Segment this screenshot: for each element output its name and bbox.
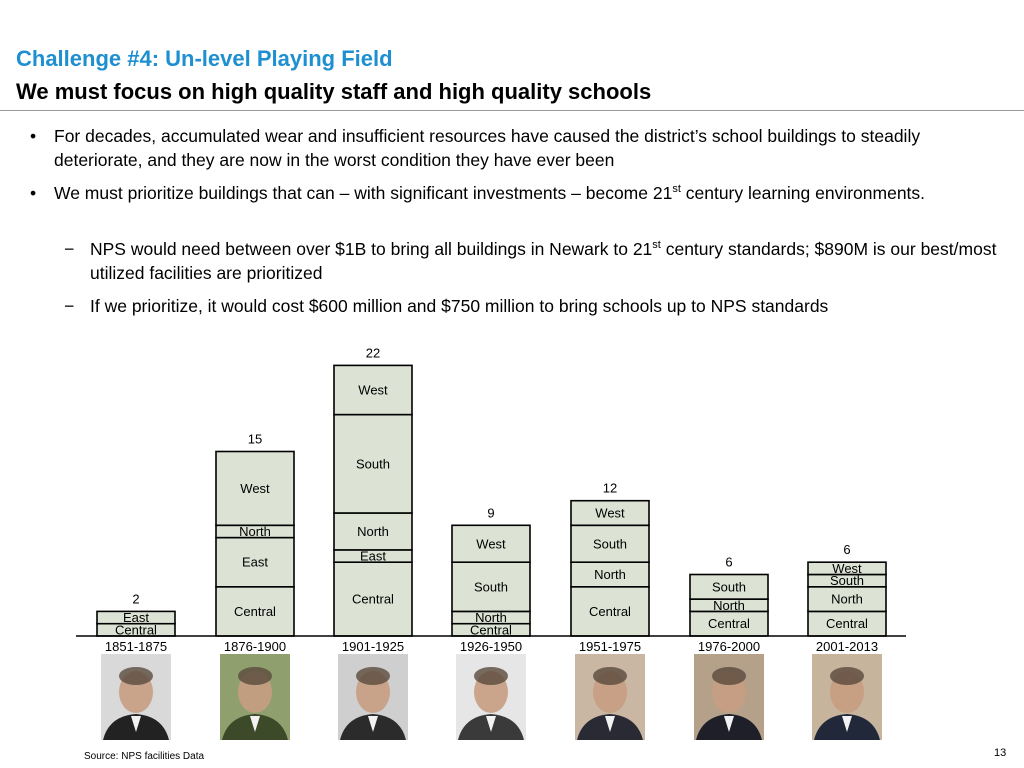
bush-portrait bbox=[812, 654, 882, 740]
segment-label: West bbox=[595, 506, 625, 521]
segment-label: South bbox=[830, 573, 864, 588]
portrait-icon bbox=[696, 667, 762, 740]
bullet-text: For decades, accumulated wear and insuff… bbox=[54, 126, 921, 170]
bullet-text-pre: We must prioritize buildings that can – … bbox=[54, 183, 673, 203]
x-tick-label: 1976-2000 bbox=[698, 639, 760, 654]
bar-segment-west-5 bbox=[570, 499, 650, 527]
portrait-icon bbox=[814, 667, 880, 740]
bar-segment-south-3 bbox=[333, 413, 413, 514]
lincoln-portrait bbox=[101, 654, 171, 740]
segment-label: North bbox=[594, 567, 626, 582]
source-note: Source: NPS facilities Data bbox=[84, 751, 205, 762]
segment-label: South bbox=[356, 456, 390, 471]
bar-segment-east-2 bbox=[215, 536, 295, 588]
bar-segment-north-5 bbox=[570, 561, 650, 588]
portrait-icon bbox=[577, 667, 643, 740]
sub-bullet-item-1: − NPS would need between over $1B to bri… bbox=[64, 237, 1000, 285]
segment-label: Central bbox=[115, 622, 157, 637]
bar-segment-south-5 bbox=[570, 524, 650, 563]
sub-bullet-text-pre: NPS would need between over $1B to bring… bbox=[90, 239, 653, 259]
bar-total-label: 6 bbox=[725, 555, 732, 570]
x-tick-label: 2001-2013 bbox=[816, 639, 878, 654]
bar-segment-east-1 bbox=[96, 610, 176, 625]
segment-label: North bbox=[713, 598, 745, 613]
sub-bullet-mark: − bbox=[64, 239, 75, 259]
segment-label: Central bbox=[470, 622, 512, 637]
segment-label: East bbox=[242, 555, 268, 570]
bar-segment-north-3 bbox=[333, 512, 413, 551]
segment-label: North bbox=[357, 524, 389, 539]
segment-label: East bbox=[360, 549, 386, 564]
sub-bullet-mark: − bbox=[64, 296, 75, 316]
bar-segment-south-6 bbox=[689, 573, 769, 600]
slide-subtitle: We must focus on high quality staff and … bbox=[16, 79, 652, 104]
segment-label: Central bbox=[708, 616, 750, 631]
portrait-icon bbox=[458, 667, 524, 740]
bullet-mark: • bbox=[30, 183, 37, 203]
bar-segment-central-5 bbox=[570, 585, 650, 637]
bar-total-label: 9 bbox=[487, 505, 494, 520]
reagan-portrait bbox=[694, 654, 764, 740]
bar-total-label: 12 bbox=[603, 481, 617, 496]
segment-label: Central bbox=[352, 592, 394, 607]
x-tick-label: 1926-1950 bbox=[460, 639, 522, 654]
x-tick-label: 1851-1875 bbox=[105, 639, 167, 654]
kennedy-portrait bbox=[575, 654, 645, 740]
segment-label: South bbox=[712, 579, 746, 594]
segment-label: South bbox=[474, 579, 508, 594]
segment-label: North bbox=[475, 610, 507, 625]
x-tick-label: 1951-1975 bbox=[579, 639, 641, 654]
title-divider bbox=[0, 110, 1024, 111]
slide-title: Challenge #4: Un-level Playing Field bbox=[16, 46, 393, 71]
bullet-text-sup: st bbox=[672, 183, 681, 196]
page-number: 13 bbox=[994, 747, 1007, 759]
segment-label: West bbox=[832, 561, 862, 576]
segment-label: North bbox=[239, 524, 271, 539]
x-tick-label: 1901-1925 bbox=[342, 639, 404, 654]
portrait-icon bbox=[103, 667, 169, 740]
segment-label: West bbox=[358, 383, 388, 398]
bar-segment-west-3 bbox=[333, 364, 413, 416]
roosevelt-portrait bbox=[338, 654, 408, 740]
segment-label: East bbox=[123, 610, 149, 625]
x-tick-label: 1876-1900 bbox=[224, 639, 286, 654]
bullet-item-2: • We must prioritize buildings that can … bbox=[30, 181, 1004, 205]
grant-portrait bbox=[220, 654, 290, 740]
segment-label: South bbox=[593, 536, 627, 551]
segment-label: West bbox=[476, 536, 506, 551]
bar-segment-west-7 bbox=[807, 561, 887, 576]
bar-total-label: 2 bbox=[132, 591, 139, 606]
bullet-text-post: century learning environments. bbox=[680, 183, 926, 203]
bar-total-label: 6 bbox=[843, 542, 850, 557]
segment-label: Central bbox=[234, 604, 276, 619]
bar-segment-central-3 bbox=[333, 561, 413, 637]
bar-total-label: 15 bbox=[248, 432, 262, 447]
sub-bullet-item-2: − If we prioritize, it would cost $600 m… bbox=[64, 294, 1000, 318]
segment-label: North bbox=[831, 592, 863, 607]
bullet-mark: • bbox=[30, 126, 37, 146]
sub-bullet-text-post: century standards; $890M is our best/mos… bbox=[90, 239, 997, 283]
segment-label: West bbox=[240, 481, 270, 496]
segment-label: Central bbox=[589, 604, 631, 619]
bar-segment-west-2 bbox=[215, 450, 295, 527]
sub-bullet-text: If we prioritize, it would cost $600 mil… bbox=[90, 296, 829, 316]
fdr-portrait bbox=[456, 654, 526, 740]
bullet-item-1: • For decades, accumulated wear and insu… bbox=[30, 124, 1004, 172]
segment-label: Central bbox=[826, 616, 868, 631]
portrait-icon bbox=[222, 667, 288, 740]
portrait-icon bbox=[340, 667, 406, 740]
bar-segment-south-4 bbox=[451, 561, 531, 613]
bar-segment-west-4 bbox=[451, 524, 531, 563]
sub-bullet-text-sup: st bbox=[652, 239, 661, 252]
bar-total-label: 22 bbox=[366, 345, 380, 360]
